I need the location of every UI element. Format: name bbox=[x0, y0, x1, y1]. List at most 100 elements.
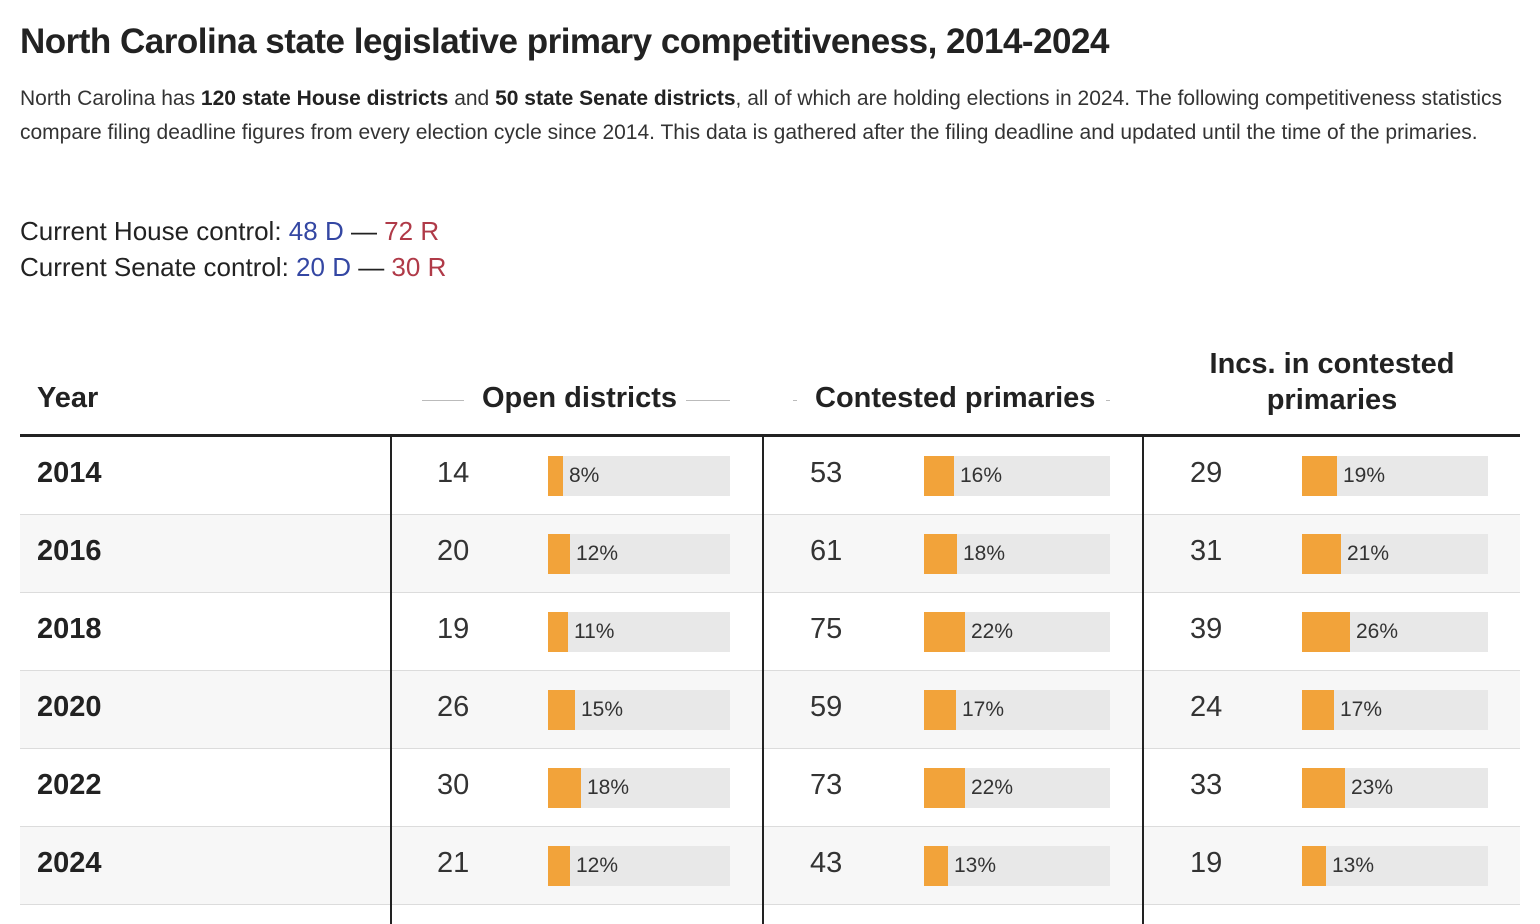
contested-bar bbox=[924, 534, 957, 574]
contested-percent-label: 17% bbox=[962, 698, 1005, 721]
open-bar bbox=[548, 846, 570, 886]
page-title: North Carolina state legislative primary… bbox=[20, 22, 1109, 61]
contested-bar-track: 18% bbox=[924, 534, 1110, 574]
incs-percent-label: 13% bbox=[1332, 854, 1375, 877]
open-bar-track: 12% bbox=[548, 846, 730, 886]
contested-bar-track: 13% bbox=[924, 846, 1110, 886]
open-bar bbox=[548, 612, 568, 652]
table-row: 2024 21 12% 43 13% 19 13% bbox=[20, 827, 1520, 905]
table-row: 2020 26 15% 59 17% 24 17% bbox=[20, 671, 1520, 749]
header-contested-dash-left bbox=[793, 400, 797, 401]
incs-bar bbox=[1302, 846, 1326, 886]
contested-count: 61 bbox=[810, 535, 843, 567]
incs-bar bbox=[1302, 690, 1334, 730]
open-count: 20 bbox=[437, 535, 470, 567]
open-percent-label: 12% bbox=[576, 542, 619, 565]
description-text-1: North Carolina has bbox=[20, 87, 201, 110]
contested-percent-label: 13% bbox=[954, 854, 997, 877]
incs-bar-track: 23% bbox=[1302, 768, 1488, 808]
open-count: 19 bbox=[437, 613, 470, 645]
contested-bar-track: 22% bbox=[924, 768, 1110, 808]
table-row: 2022 30 18% 73 22% 33 23% bbox=[20, 749, 1520, 827]
open-bar-track: 8% bbox=[548, 456, 730, 496]
house-control-label: Current House control: bbox=[20, 216, 289, 246]
year-cell: 2014 bbox=[37, 457, 102, 489]
description-senate-districts: 50 state Senate districts bbox=[495, 87, 736, 110]
incs-count: 24 bbox=[1190, 691, 1223, 723]
header-year: Year bbox=[37, 382, 99, 414]
open-count: 14 bbox=[437, 457, 470, 489]
header-open-dash-left bbox=[422, 400, 464, 401]
house-control-rep: 72 R bbox=[384, 216, 440, 246]
header-incumbents-contested: Incs. in contested primaries bbox=[1209, 348, 1455, 416]
contested-percent-label: 18% bbox=[963, 542, 1006, 565]
header-contested-primaries: Contested primaries bbox=[815, 382, 1096, 414]
contested-bar bbox=[924, 456, 954, 496]
contested-percent-label: 16% bbox=[960, 464, 1003, 487]
year-cell: 2024 bbox=[37, 847, 102, 879]
incs-bar bbox=[1302, 534, 1341, 574]
column-divider-open bbox=[390, 437, 392, 924]
open-percent-label: 11% bbox=[574, 620, 615, 643]
incs-count: 33 bbox=[1190, 769, 1223, 801]
open-percent-label: 8% bbox=[569, 464, 600, 487]
contested-bar bbox=[924, 846, 948, 886]
description-text-3: , all of which are holding elections in … bbox=[20, 87, 1503, 144]
contested-count: 43 bbox=[810, 847, 843, 879]
contested-percent-label: 22% bbox=[971, 620, 1014, 643]
contested-bar bbox=[924, 612, 965, 652]
description-text-2: and bbox=[448, 87, 496, 110]
contested-bar-track: 22% bbox=[924, 612, 1110, 652]
header-rule bbox=[20, 434, 1520, 437]
description-house-districts: 120 state House districts bbox=[200, 87, 449, 110]
open-percent-label: 15% bbox=[581, 698, 624, 721]
incs-percent-label: 17% bbox=[1340, 698, 1383, 721]
house-control-separator: — bbox=[343, 216, 385, 246]
open-bar bbox=[548, 690, 575, 730]
incs-count: 29 bbox=[1190, 457, 1223, 489]
open-bar-track: 18% bbox=[548, 768, 730, 808]
senate-control-rep: 30 R bbox=[391, 252, 447, 282]
senate-control-dem: 20 D bbox=[296, 252, 351, 282]
incs-percent-label: 19% bbox=[1343, 464, 1386, 487]
open-bar bbox=[548, 534, 570, 574]
incs-count: 31 bbox=[1190, 535, 1223, 567]
year-cell: 2020 bbox=[37, 691, 102, 723]
open-bar-track: 15% bbox=[548, 690, 730, 730]
contested-bar bbox=[924, 768, 965, 808]
incs-bar-track: 26% bbox=[1302, 612, 1488, 652]
senate-control-label: Current Senate control: bbox=[20, 252, 297, 282]
incs-bar-track: 13% bbox=[1302, 846, 1488, 886]
competitiveness-table: Year Open districts Contested primaries … bbox=[20, 340, 1520, 924]
incs-count: 39 bbox=[1190, 613, 1223, 645]
contested-bar-track: 16% bbox=[924, 456, 1110, 496]
open-bar-track: 12% bbox=[548, 534, 730, 574]
header-contested-dash-right bbox=[1106, 400, 1110, 401]
open-count: 30 bbox=[437, 769, 470, 801]
contested-count: 59 bbox=[810, 691, 843, 723]
year-cell: 2016 bbox=[37, 535, 102, 567]
senate-control: Current Senate control: 20 D — 30 R bbox=[20, 252, 446, 283]
open-percent-label: 12% bbox=[576, 854, 619, 877]
open-count: 21 bbox=[437, 847, 470, 879]
house-control-dem: 48 D bbox=[288, 216, 344, 246]
incs-bar-track: 17% bbox=[1302, 690, 1488, 730]
contested-bar bbox=[924, 690, 956, 730]
contested-count: 53 bbox=[810, 457, 843, 489]
incs-bar bbox=[1302, 768, 1345, 808]
incs-bar bbox=[1302, 456, 1337, 496]
open-count: 26 bbox=[437, 691, 470, 723]
header-open-districts: Open districts bbox=[482, 382, 677, 414]
open-bar bbox=[548, 768, 581, 808]
contested-bar-track: 17% bbox=[924, 690, 1110, 730]
description: North Carolina has 120 state House distr… bbox=[20, 82, 1520, 150]
incs-percent-label: 23% bbox=[1351, 776, 1394, 799]
table-row: 2014 14 8% 53 16% 29 19% bbox=[20, 437, 1520, 515]
contested-count: 73 bbox=[810, 769, 843, 801]
column-divider-contested bbox=[762, 437, 764, 924]
incs-count: 19 bbox=[1190, 847, 1223, 879]
open-percent-label: 18% bbox=[587, 776, 630, 799]
open-bar bbox=[548, 456, 563, 496]
senate-control-separator: — bbox=[350, 252, 392, 282]
contested-percent-label: 22% bbox=[971, 776, 1014, 799]
